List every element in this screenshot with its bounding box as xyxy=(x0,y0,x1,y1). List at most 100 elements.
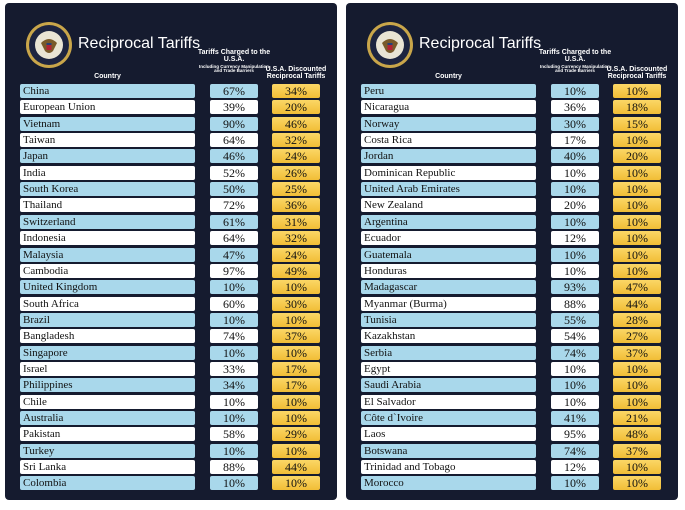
header-country: Country xyxy=(94,73,121,80)
discounted-cell: 30% xyxy=(272,296,320,311)
country-cell: Serbia xyxy=(361,345,536,360)
discounted-cell: 18% xyxy=(613,100,661,115)
charged-cell: 10% xyxy=(210,476,258,491)
discounted-cell: 10% xyxy=(613,476,661,491)
charged-cell: 50% xyxy=(210,182,258,197)
panel: Reciprocal Tariffs Country Tariffs Charged… xyxy=(346,3,678,500)
header-charged-note: Including Currency Manipulation and Trad… xyxy=(539,63,610,74)
discounted-cell: 10% xyxy=(272,280,320,295)
charged-cell: 10% xyxy=(210,345,258,360)
country-cell: Taiwan xyxy=(20,133,195,148)
country-cell: Egypt xyxy=(361,361,536,376)
discounted-cell: 10% xyxy=(613,247,661,262)
country-cell: Indonesia xyxy=(20,231,195,246)
country-cell: Bangladesh xyxy=(20,329,195,344)
discounted-cell: 25% xyxy=(272,182,320,197)
country-cell: Malaysia xyxy=(20,247,195,262)
discounted-cell: 44% xyxy=(613,296,661,311)
discounted-cell: 24% xyxy=(272,149,320,164)
discounted-cell: 10% xyxy=(613,182,661,197)
country-cell: Colombia xyxy=(20,476,195,491)
country-cell: Laos xyxy=(361,427,536,442)
header-charged-note: Including Currency Manipulation and Trad… xyxy=(198,63,269,74)
charged-cell: 74% xyxy=(551,345,599,360)
charged-cell: 74% xyxy=(551,443,599,458)
charged-cell: 64% xyxy=(210,133,258,148)
country-cell: China xyxy=(20,84,195,98)
discounted-cell: 20% xyxy=(613,149,661,164)
country-cell: Switzerland xyxy=(20,214,195,229)
discounted-cell: 10% xyxy=(613,165,661,180)
charged-cell: 52% xyxy=(210,165,258,180)
charged-cell: 54% xyxy=(551,329,599,344)
country-cell: Thailand xyxy=(20,198,195,213)
country-cell: Honduras xyxy=(361,263,536,278)
country-cell: Tunisia xyxy=(361,312,536,327)
discounted-cell: 37% xyxy=(613,443,661,458)
discounted-cell: 37% xyxy=(272,329,320,344)
country-cell: Dominican Republic xyxy=(361,165,536,180)
country-cell: Jordan xyxy=(361,149,536,164)
discounted-cell: 10% xyxy=(613,394,661,409)
discounted-cell: 32% xyxy=(272,231,320,246)
discounted-cell: 34% xyxy=(272,84,320,98)
country-cell: Kazakhstan xyxy=(361,329,536,344)
charged-cell: 58% xyxy=(210,427,258,442)
discounted-cell: 27% xyxy=(613,329,661,344)
discounted-cell: 10% xyxy=(272,312,320,327)
charged-cell: 10% xyxy=(551,394,599,409)
charged-cell: 30% xyxy=(551,116,599,131)
discounted-cell: 44% xyxy=(272,460,320,475)
header-country: Country xyxy=(435,73,462,80)
header-charged-text: Tariffs Charged to the U.S.A. xyxy=(197,49,271,64)
panel: Reciprocal Tariffs Country Tariffs Charged… xyxy=(5,3,337,500)
discounted-cell: 20% xyxy=(272,100,320,115)
charged-cell: 10% xyxy=(551,84,599,98)
charged-cell: 41% xyxy=(551,411,599,425)
charged-cell: 34% xyxy=(210,378,258,393)
country-cell: Côte d`Ivoire xyxy=(361,411,536,425)
discounted-cell: 10% xyxy=(272,443,320,458)
charged-cell: 10% xyxy=(210,411,258,425)
charged-cell: 93% xyxy=(551,280,599,295)
country-cell: Australia xyxy=(20,411,195,425)
charged-cell: 67% xyxy=(210,84,258,98)
country-cell: South Africa xyxy=(20,296,195,311)
charged-cell: 55% xyxy=(551,312,599,327)
charged-cell: 10% xyxy=(551,378,599,393)
title: Reciprocal Tariffs xyxy=(419,35,542,52)
title: Reciprocal Tariffs xyxy=(78,35,201,52)
country-cell: Guatemala xyxy=(361,247,536,262)
charged-cell: 47% xyxy=(210,247,258,262)
seal-icon xyxy=(25,21,73,69)
discounted-cell: 10% xyxy=(613,460,661,475)
discounted-cell: 10% xyxy=(613,263,661,278)
discounted-cell: 36% xyxy=(272,198,320,213)
country-cell: Cambodia xyxy=(20,263,195,278)
country-cell: Morocco xyxy=(361,476,536,491)
charged-cell: 74% xyxy=(210,329,258,344)
discounted-cell: 17% xyxy=(272,378,320,393)
discounted-cell: 26% xyxy=(272,165,320,180)
country-cell: Trinidad and Tobago xyxy=(361,460,536,475)
country-cell: Argentina xyxy=(361,214,536,229)
country-cell: Ecuador xyxy=(361,231,536,246)
header-discounted: U.S.A. Discounted Reciprocal Tariffs xyxy=(265,66,327,81)
charged-cell: 33% xyxy=(210,361,258,376)
charged-cell: 36% xyxy=(551,100,599,115)
country-cell: Costa Rica xyxy=(361,133,536,148)
country-cell: Chile xyxy=(20,394,195,409)
charged-cell: 72% xyxy=(210,198,258,213)
discounted-cell: 29% xyxy=(272,427,320,442)
discounted-cell: 24% xyxy=(272,247,320,262)
country-cell: Singapore xyxy=(20,345,195,360)
charged-cell: 10% xyxy=(551,263,599,278)
discounted-cell: 48% xyxy=(613,427,661,442)
discounted-cell: 10% xyxy=(613,214,661,229)
country-cell: Philippines xyxy=(20,378,195,393)
country-cell: Turkey xyxy=(20,443,195,458)
country-cell: Sri Lanka xyxy=(20,460,195,475)
discounted-cell: 37% xyxy=(613,345,661,360)
country-cell: Myanmar (Burma) xyxy=(361,296,536,311)
charged-cell: 17% xyxy=(551,133,599,148)
